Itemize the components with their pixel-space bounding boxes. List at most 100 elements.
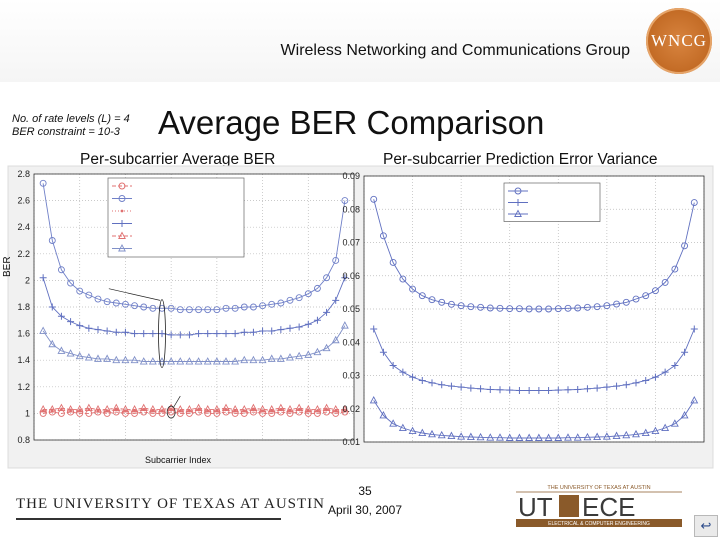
data-point [124,409,127,413]
data-point [593,432,602,440]
series-line [42,277,346,336]
data-point [313,316,321,324]
data-point [681,242,689,250]
data-point [94,354,102,362]
data-point [148,404,157,413]
data-point [48,339,57,348]
data-point [286,404,294,413]
data-point [661,368,669,376]
data-point [67,318,75,326]
data-point [506,386,514,394]
nav-return-icon[interactable]: ↩ [694,515,718,537]
y-tick-label: 1.2 [17,382,30,392]
legend-box [107,177,245,258]
data-point [67,279,75,287]
data-point [574,304,582,312]
data-point [261,409,264,413]
left-x-axis-label: Subcarrier Index [145,455,212,465]
data-point [583,303,591,311]
data-point [268,327,276,335]
data-point [690,395,699,404]
y-tick-label: 0.04 [342,337,360,347]
series-line [373,199,695,310]
data-point [457,302,465,310]
legend-marker [118,244,126,252]
data-point [85,291,93,299]
data-point [379,348,387,356]
data-point [169,408,173,411]
data-point [304,290,312,298]
data-point [57,312,65,320]
data-point [75,404,84,413]
data-point [213,330,221,338]
data-point [140,303,148,311]
data-point [313,404,322,413]
data-point [341,274,349,282]
data-point [96,409,100,413]
utece-bottom-text: ELECTRICAL & COMPUTER ENGINEERING [548,521,650,527]
data-point [78,409,82,413]
data-point [85,324,93,332]
data-point [322,343,331,352]
data-point [295,351,304,360]
data-point [267,404,276,413]
data-point [295,403,304,412]
ut-ece-logo: THE UNIVERSITY OF TEXAS AT AUSTIN UT ECE… [514,482,684,528]
data-point [84,403,93,412]
y-tick-label: 0.06 [342,271,360,281]
data-point [121,328,129,336]
header-band [0,0,720,82]
data-point [188,409,191,413]
data-point [534,433,543,441]
data-point [39,179,47,187]
data-point [259,302,267,310]
data-point [369,395,378,404]
data-point [306,409,310,413]
data-point [476,432,485,441]
data-point [622,381,630,389]
data-point [505,433,514,441]
data-point [304,350,313,358]
data-point [121,355,130,364]
data-point [176,404,185,413]
series-line [42,183,346,311]
data-point [525,386,533,394]
data-point [94,404,102,413]
data-point [447,300,455,308]
data-point [270,409,274,413]
data-point [167,357,176,365]
data-point [176,306,184,314]
data-point [222,330,230,338]
data-point [409,373,417,381]
data-point [112,355,121,364]
data-point [340,404,349,413]
data-point [131,330,139,338]
y-tick-label: 0.07 [342,238,360,248]
data-point [642,376,650,384]
data-point [447,382,455,390]
data-point [94,295,102,303]
data-point [277,299,285,307]
data-point [641,428,650,436]
data-point [690,325,698,333]
data-point [323,274,331,282]
data-point [323,308,331,316]
data-point [428,429,436,438]
data-point [130,404,139,413]
y-tick-label: 0.01 [342,437,360,447]
data-point [84,353,93,361]
data-point [583,432,592,441]
legend-marker [514,209,522,217]
data-point [48,303,56,311]
data-point [87,408,91,411]
data-point [466,432,475,440]
data-point [332,296,340,304]
data-point [240,328,248,336]
y-tick-label: 0.02 [342,404,360,414]
data-point [167,331,175,339]
data-point [276,354,285,362]
series-line [373,400,695,439]
data-point [316,409,319,413]
left-y-axis-label: BER [2,256,13,277]
data-point [240,355,249,364]
